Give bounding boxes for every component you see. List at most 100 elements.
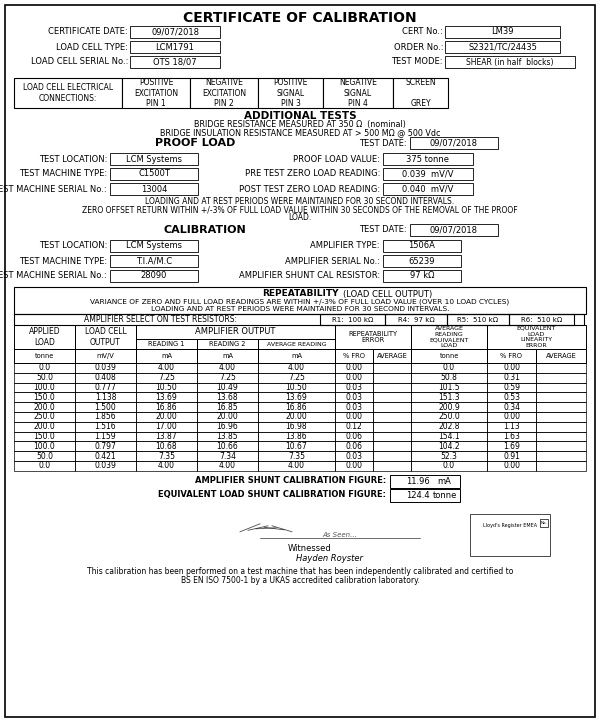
Bar: [14, 422, 75, 432]
Bar: [75, 373, 136, 383]
Text: 4.00: 4.00: [288, 461, 305, 471]
Text: mA: mA: [161, 353, 172, 359]
Text: S2321/TC/24435: S2321/TC/24435: [468, 43, 537, 51]
Bar: [335, 373, 373, 383]
Text: NEGATIVE
SIGNAL
PIN 4: NEGATIVE SIGNAL PIN 4: [339, 78, 377, 108]
Bar: [75, 451, 136, 461]
Text: REPEATABILITY
ERROR: REPEATABILITY ERROR: [349, 331, 398, 344]
Text: 97 kΩ: 97 kΩ: [410, 271, 434, 281]
Text: 10.50: 10.50: [286, 383, 307, 392]
Bar: [323, 78, 393, 108]
Bar: [75, 461, 136, 471]
Text: 0.91: 0.91: [503, 451, 520, 461]
Bar: [14, 402, 75, 412]
Bar: [75, 422, 136, 432]
Bar: [110, 240, 198, 252]
Bar: [383, 153, 473, 165]
Bar: [258, 432, 335, 441]
Bar: [14, 432, 75, 441]
Text: 50.8: 50.8: [440, 373, 457, 382]
Bar: [136, 441, 197, 451]
Bar: [536, 349, 586, 363]
Text: 13.69: 13.69: [155, 393, 178, 402]
Bar: [190, 78, 258, 108]
Text: C1500T: C1500T: [138, 170, 170, 178]
Bar: [136, 383, 197, 392]
Text: LOAD CELL TYPE:: LOAD CELL TYPE:: [56, 43, 128, 51]
Text: VARIANCE OF ZERO AND FULL LOAD READINGS ARE WITHIN +/-3% OF FULL LOAD VALUE (OVE: VARIANCE OF ZERO AND FULL LOAD READINGS …: [91, 299, 509, 305]
Text: 13.68: 13.68: [217, 393, 238, 402]
Text: 0.03: 0.03: [346, 393, 362, 402]
Bar: [411, 412, 487, 422]
Text: (LOAD CELL OUTPUT): (LOAD CELL OUTPUT): [343, 290, 432, 298]
Text: 0.00: 0.00: [503, 412, 520, 422]
Text: CERTIFICATE OF CALIBRATION: CERTIFICATE OF CALIBRATION: [183, 11, 417, 25]
Bar: [411, 422, 487, 432]
Text: 100.0: 100.0: [34, 442, 55, 451]
Bar: [197, 363, 258, 373]
Bar: [75, 392, 136, 402]
Bar: [487, 325, 586, 349]
Bar: [536, 441, 586, 451]
Bar: [335, 412, 373, 422]
Text: tonne: tonne: [35, 353, 54, 359]
Bar: [320, 314, 385, 325]
Text: Lloyd's Register EMEA: Lloyd's Register EMEA: [483, 523, 537, 529]
Text: 151.3: 151.3: [438, 393, 460, 402]
Bar: [197, 422, 258, 432]
Text: 16.96: 16.96: [217, 422, 238, 431]
Text: 0.408: 0.408: [95, 373, 116, 382]
Text: LOADING AND AT REST PERIODS WERE MAINTAINED FOR 30 SECOND INTERVALS.: LOADING AND AT REST PERIODS WERE MAINTAI…: [151, 306, 449, 312]
Text: R4:  97 kΩ: R4: 97 kΩ: [398, 316, 434, 323]
Text: 0.03: 0.03: [346, 403, 362, 412]
Text: BS EN ISO 7500-1 by a UKAS accredited calibration laboratory.: BS EN ISO 7500-1 by a UKAS accredited ca…: [181, 576, 419, 586]
Text: POST TEST ZERO LOAD READING:: POST TEST ZERO LOAD READING:: [239, 185, 380, 193]
Text: 10.50: 10.50: [155, 383, 178, 392]
Bar: [197, 441, 258, 451]
Text: 16.85: 16.85: [217, 403, 238, 412]
Text: 10.68: 10.68: [155, 442, 178, 451]
Bar: [136, 339, 197, 349]
Text: 13004: 13004: [141, 185, 167, 193]
Text: 7.35: 7.35: [288, 451, 305, 461]
Bar: [536, 392, 586, 402]
Bar: [197, 461, 258, 471]
Text: POSITIVE
SIGNAL
PIN 3: POSITIVE SIGNAL PIN 3: [274, 78, 308, 108]
Text: mA: mA: [437, 477, 452, 486]
Bar: [536, 432, 586, 441]
Bar: [130, 56, 220, 68]
Bar: [335, 432, 373, 441]
Bar: [383, 240, 461, 252]
Bar: [487, 461, 536, 471]
Text: 0.00: 0.00: [346, 461, 362, 471]
Text: 4.00: 4.00: [219, 461, 236, 471]
Text: 4.00: 4.00: [288, 363, 305, 373]
Bar: [136, 325, 335, 339]
Text: 4.00: 4.00: [158, 461, 175, 471]
Bar: [14, 349, 75, 363]
Text: TEST MODE:: TEST MODE:: [392, 58, 443, 66]
Text: NEGATIVE
EXCITATION
PIN 2: NEGATIVE EXCITATION PIN 2: [202, 78, 246, 108]
Text: 7.34: 7.34: [219, 451, 236, 461]
Text: 0.421: 0.421: [95, 451, 116, 461]
Bar: [258, 412, 335, 422]
Text: 104.2: 104.2: [438, 442, 460, 451]
Text: 0.00: 0.00: [346, 373, 362, 382]
Bar: [110, 255, 198, 267]
Text: LM39: LM39: [491, 27, 514, 37]
Bar: [258, 373, 335, 383]
Text: 17.00: 17.00: [155, 422, 178, 431]
Bar: [335, 383, 373, 392]
Bar: [383, 168, 473, 180]
Bar: [197, 412, 258, 422]
Bar: [411, 451, 487, 461]
Bar: [487, 392, 536, 402]
Bar: [445, 56, 575, 68]
Text: AMPLIFIER SELECT ON TEST RESISTORS:: AMPLIFIER SELECT ON TEST RESISTORS:: [83, 315, 236, 324]
Bar: [445, 26, 560, 38]
Bar: [373, 441, 411, 451]
Bar: [110, 168, 198, 180]
Text: LOAD CELL SERIAL No.:: LOAD CELL SERIAL No.:: [31, 58, 128, 66]
Bar: [258, 402, 335, 412]
Bar: [14, 78, 122, 108]
